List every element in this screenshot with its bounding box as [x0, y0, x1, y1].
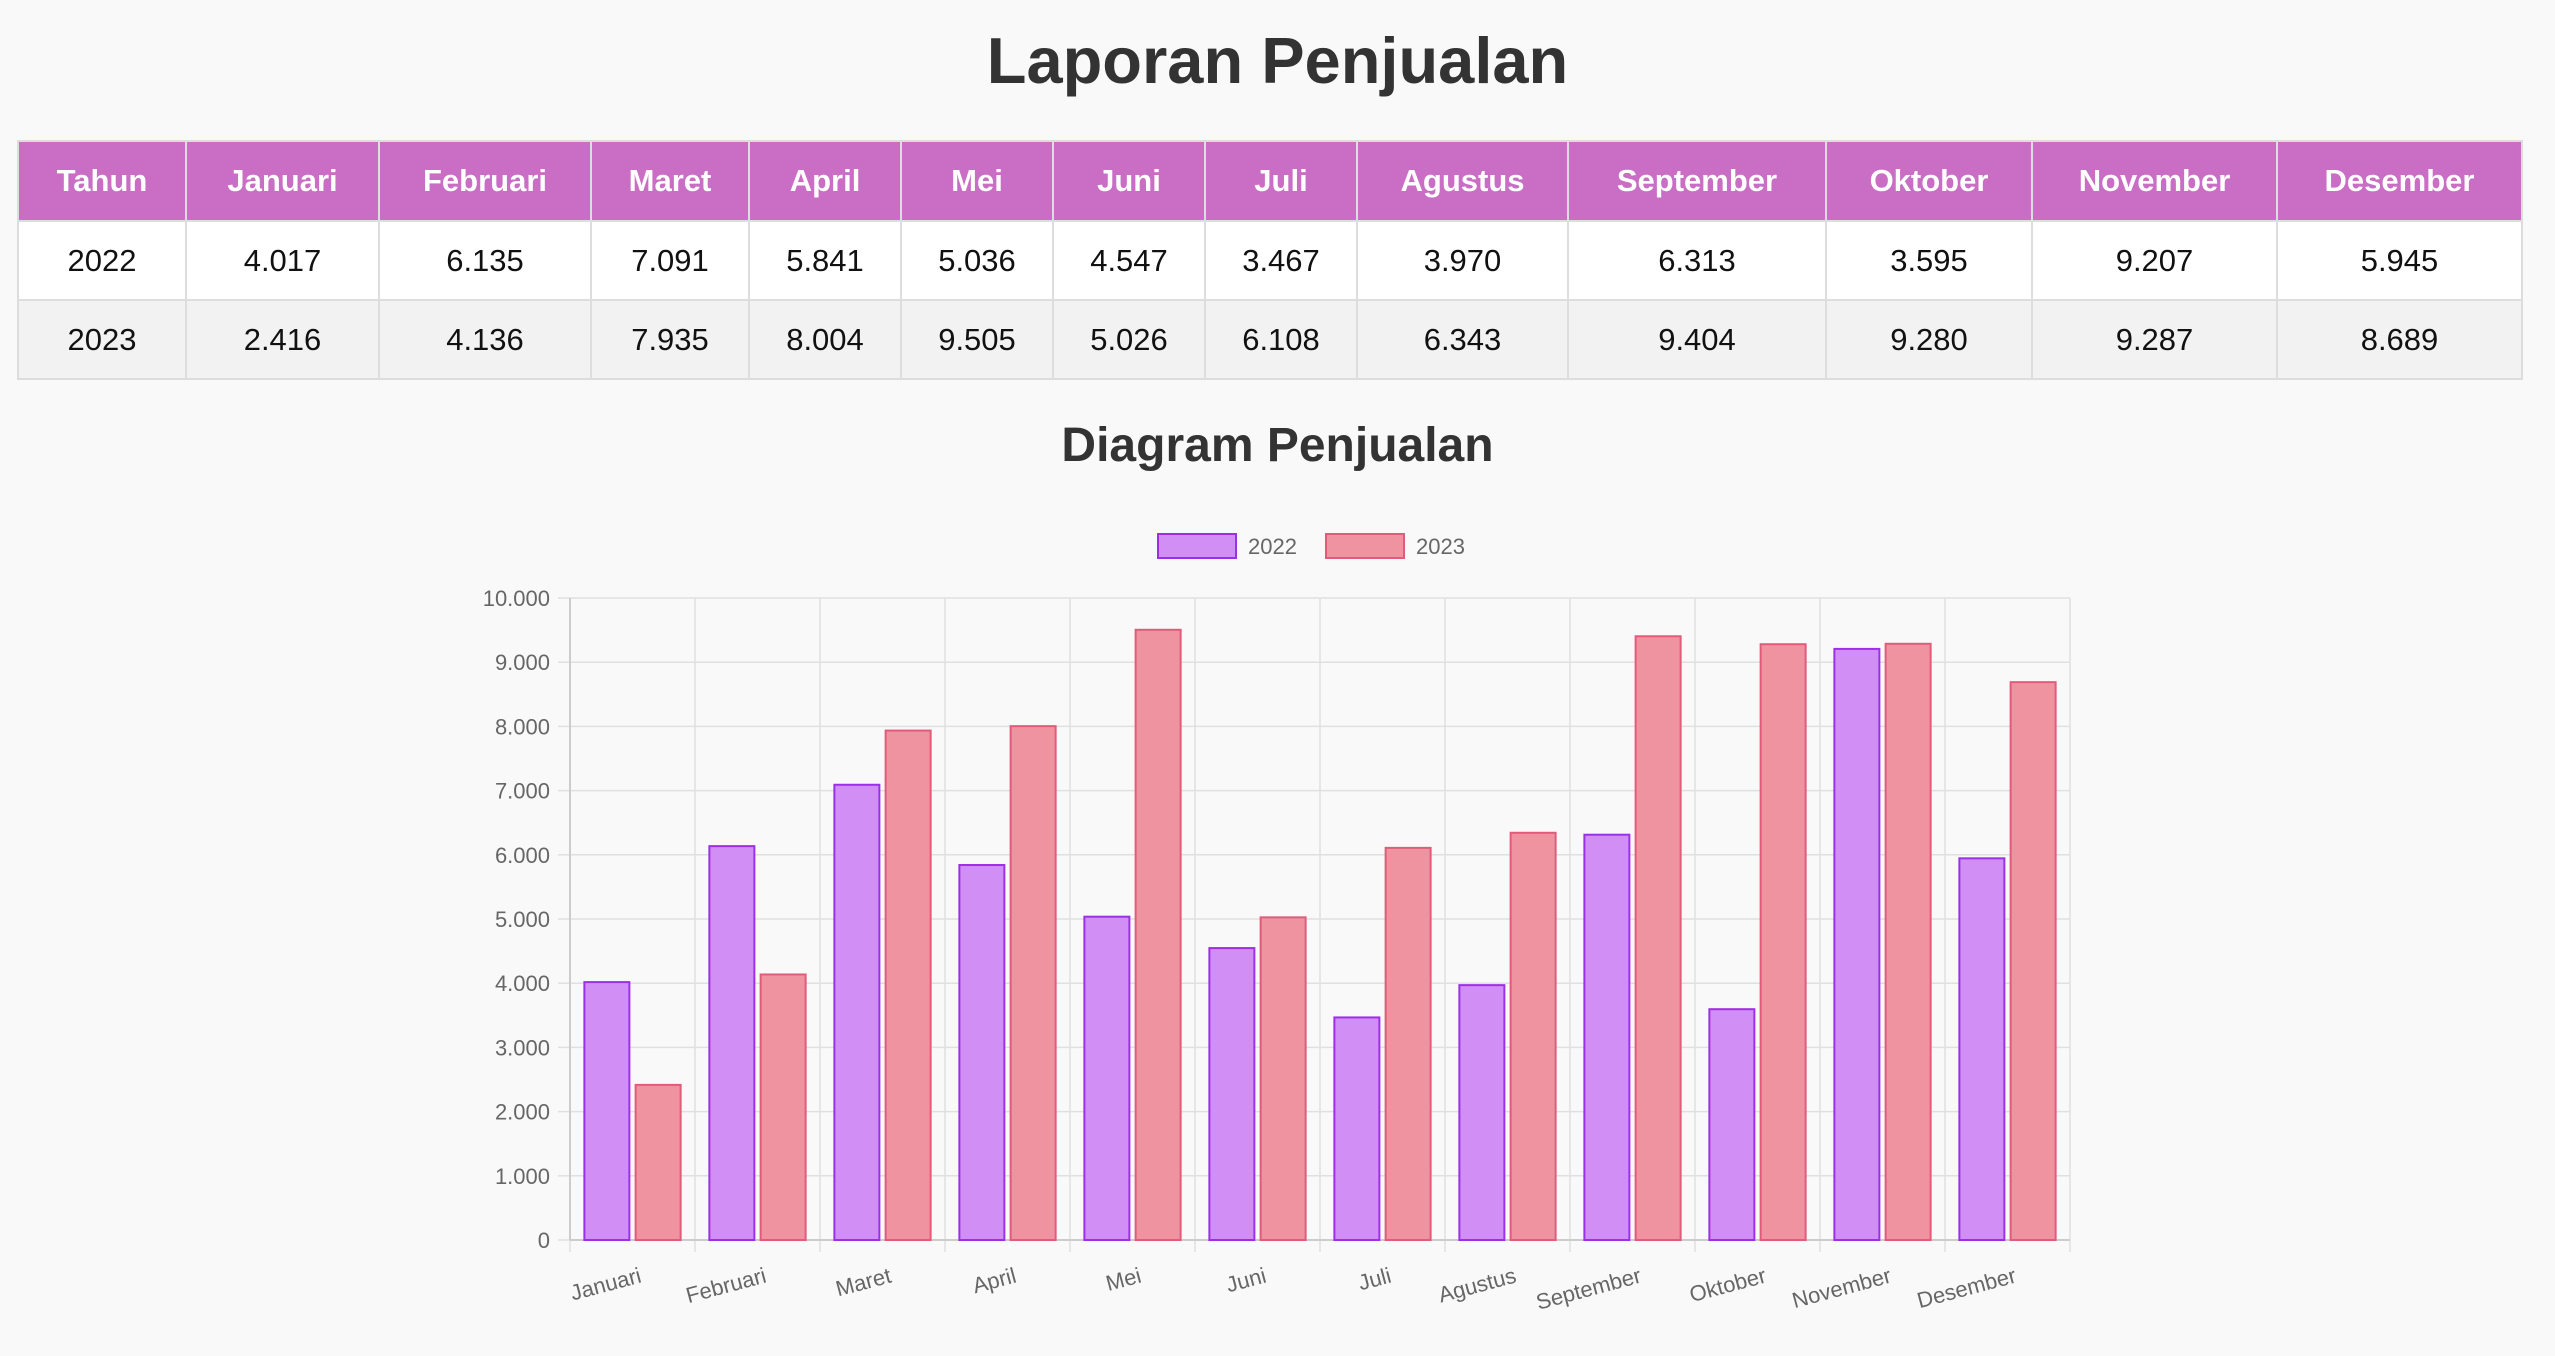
page-title: Laporan Penjualan	[986, 24, 1569, 97]
sales-table: Tahun Januari Februari Maret April Mei Juni Jul…	[17, 140, 2523, 380]
bar-2022-januari	[583, 981, 631, 1241]
y-tick-label: 7.000	[495, 779, 550, 804]
x-tick-label: April	[970, 1263, 1019, 1299]
x-tick-label: Oktober	[1687, 1263, 1769, 1307]
table-value-cell: 7.935	[590, 299, 750, 380]
bar-2022-februari	[708, 845, 756, 1241]
table-header-cell: November	[2031, 140, 2278, 222]
y-tick-label: 5.000	[495, 907, 550, 932]
bar-2022-juni	[1208, 947, 1256, 1241]
table-value-cell: 7.091	[590, 220, 750, 301]
x-tick-label: Agustus	[1436, 1263, 1519, 1308]
table-value-cell: 8.689	[2276, 299, 2523, 380]
bar-2023-desember	[2009, 681, 2057, 1241]
bar-2023-mei	[1134, 628, 1182, 1242]
table-header-cell: April	[748, 140, 902, 222]
table-value-cell: 6.313	[1567, 220, 1827, 301]
y-tick-label: 10.000	[483, 586, 550, 611]
legend-swatch-2023	[1325, 533, 1405, 559]
table-header-cell: Oktober	[1825, 140, 2033, 222]
y-tick-label: 0	[538, 1228, 550, 1253]
table-value-cell: 9.505	[900, 299, 1054, 380]
table-value-cell: 4.136	[378, 299, 592, 380]
table-header-cell: Juni	[1052, 140, 1206, 222]
table-header-cell: Februari	[378, 140, 592, 222]
x-tick-label: September	[1533, 1263, 1643, 1315]
table-value-cell: 4.017	[185, 220, 380, 301]
y-tick-label: 2.000	[495, 1100, 550, 1125]
table-value-cell: 2.416	[185, 299, 380, 380]
x-tick-label: November	[1789, 1263, 1893, 1313]
table-value-cell: 3.595	[1825, 220, 2033, 301]
x-tick-label: Januari	[568, 1263, 644, 1306]
table-value-cell: 6.343	[1356, 299, 1569, 380]
sales-bar-chart: 0 1.000 2.000 3.000 4.000 5.000 6.000 7.000 8.00…	[483, 533, 2071, 1315]
y-tick-label: 9.000	[495, 650, 550, 675]
bar-2022-agustus	[1458, 984, 1506, 1241]
table-value-cell: 8.004	[748, 299, 902, 380]
table-header-cell: Maret	[590, 140, 750, 222]
chart-title: Diagram Penjualan	[1061, 419, 1494, 472]
table-value-cell: 9.287	[2031, 299, 2278, 380]
legend-label-2022: 2022	[1248, 534, 1297, 559]
bar-2023-oktober	[1759, 643, 1807, 1241]
x-tick-label: Mei	[1103, 1263, 1144, 1296]
table-header-row: Tahun Januari Februari Maret April Mei Juni Jul…	[17, 140, 2523, 222]
y-tick-label: 3.000	[495, 1035, 550, 1060]
bar-2022-desember	[1958, 857, 2006, 1241]
bar-2023-september	[1634, 635, 1682, 1242]
bar-2023-juni	[1259, 916, 1307, 1241]
legend-label-2023: 2023	[1416, 534, 1465, 559]
x-tick-label: Februari	[683, 1263, 769, 1308]
bar-2022-november	[1833, 647, 1881, 1242]
x-tick-label: Maret	[833, 1263, 894, 1302]
table-value-cell: 9.280	[1825, 299, 2033, 380]
bar-2022-oktober	[1708, 1008, 1756, 1241]
y-tick-label: 4.000	[495, 971, 550, 996]
bar-2022-maret	[833, 783, 881, 1241]
table-header-cell: Tahun	[17, 140, 187, 222]
table-header-cell: September	[1567, 140, 1827, 222]
table-value-cell: 5.026	[1052, 299, 1206, 380]
table-value-cell: 5.945	[2276, 220, 2523, 301]
table-value-cell: 9.207	[2031, 220, 2278, 301]
table-value-cell: 6.108	[1204, 299, 1358, 380]
table-year-cell: 2023	[17, 299, 187, 380]
bar-2022-september	[1583, 833, 1631, 1241]
x-tick-label: Desember	[1914, 1263, 2018, 1313]
table-value-cell: 3.970	[1356, 220, 1569, 301]
table-value-cell: 4.547	[1052, 220, 1206, 301]
bar-2023-november	[1884, 642, 1932, 1241]
bar-2023-januari	[634, 1083, 682, 1242]
y-tick-label: 6.000	[495, 843, 550, 868]
table-header-cell: Januari	[185, 140, 380, 222]
bar-2022-juli	[1333, 1016, 1381, 1242]
table-value-cell: 9.404	[1567, 299, 1827, 380]
y-tick-label: 8.000	[495, 714, 550, 739]
y-tick-label: 1.000	[495, 1164, 550, 1189]
x-tick-label: Juni	[1223, 1263, 1268, 1298]
x-tick-label: Juli	[1355, 1263, 1393, 1296]
bar-2023-april	[1009, 725, 1057, 1242]
table-year-cell: 2022	[17, 220, 187, 301]
table-row: 2023 2.416 4.136 7.935 8.004 9.505 5.026 6.108 6…	[17, 299, 2523, 380]
legend-swatch-2022	[1157, 533, 1237, 559]
table-header-cell: Desember	[2276, 140, 2523, 222]
bar-2023-agustus	[1509, 831, 1557, 1241]
bar-2023-februari	[759, 973, 807, 1241]
table-value-cell: 6.135	[378, 220, 592, 301]
table-value-cell: 5.841	[748, 220, 902, 301]
table-row: 2022 4.017 6.135 7.091 5.841 5.036 4.547 3.467 3…	[17, 220, 2523, 301]
bar-2023-maret	[884, 729, 932, 1241]
table-header-cell: Juli	[1204, 140, 1358, 222]
table-value-cell: 5.036	[900, 220, 1054, 301]
table-header-cell: Agustus	[1356, 140, 1569, 222]
bar-2022-mei	[1083, 915, 1131, 1241]
bar-2022-april	[958, 864, 1006, 1241]
table-value-cell: 3.467	[1204, 220, 1358, 301]
bar-2023-juli	[1384, 846, 1432, 1241]
table-header-cell: Mei	[900, 140, 1054, 222]
